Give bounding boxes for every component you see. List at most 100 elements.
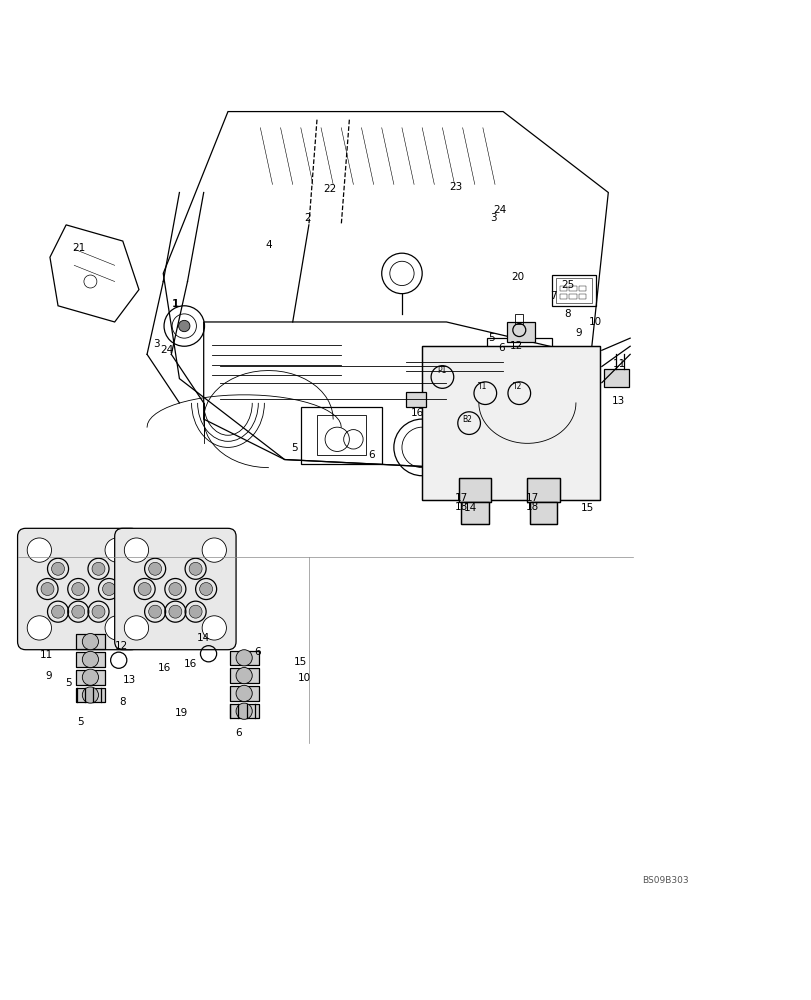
Circle shape	[82, 687, 98, 703]
FancyBboxPatch shape	[18, 528, 139, 650]
Bar	[230, 686, 259, 701]
Circle shape	[189, 562, 202, 575]
Text: 23: 23	[449, 182, 462, 192]
Text: 18: 18	[454, 502, 467, 512]
Bar	[316, 415, 365, 455]
Bar	[559, 294, 566, 299]
Text: 3: 3	[153, 339, 160, 349]
Text: 16: 16	[410, 408, 423, 418]
Text: 14: 14	[197, 633, 210, 643]
Text: 13: 13	[611, 396, 624, 406]
Bar	[75, 670, 105, 685]
Bar	[461, 502, 488, 524]
Bar	[458, 478, 491, 502]
Circle shape	[138, 583, 151, 595]
Bar	[75, 652, 105, 667]
Circle shape	[189, 605, 202, 618]
Text: 17: 17	[454, 493, 467, 503]
Text: 24: 24	[161, 345, 174, 355]
Bar	[422, 346, 599, 500]
Text: 9: 9	[575, 328, 581, 338]
Bar	[230, 668, 259, 683]
Bar	[529, 502, 556, 524]
Bar	[461, 502, 488, 524]
FancyBboxPatch shape	[114, 528, 236, 650]
Bar	[555, 278, 591, 303]
Bar	[300, 407, 381, 464]
Bar	[569, 294, 576, 299]
Circle shape	[105, 538, 129, 562]
Circle shape	[124, 616, 148, 640]
Circle shape	[148, 605, 161, 618]
Bar	[603, 369, 628, 387]
Text: 10: 10	[588, 317, 601, 327]
Text: 15: 15	[294, 657, 307, 667]
Circle shape	[92, 605, 105, 618]
Circle shape	[202, 538, 226, 562]
Circle shape	[71, 583, 84, 595]
Circle shape	[71, 605, 84, 618]
Text: B2: B2	[461, 415, 471, 424]
Bar	[578, 286, 586, 291]
Bar	[75, 652, 105, 667]
Bar	[458, 478, 491, 502]
Circle shape	[202, 616, 226, 640]
Circle shape	[92, 562, 105, 575]
Circle shape	[28, 538, 51, 562]
Circle shape	[82, 634, 98, 650]
Bar	[578, 294, 586, 299]
Bar	[559, 286, 566, 291]
Bar	[526, 478, 559, 502]
Text: 18: 18	[525, 502, 539, 512]
Text: 7: 7	[549, 291, 556, 301]
Text: 21: 21	[72, 243, 86, 253]
Circle shape	[169, 583, 182, 595]
Text: 8: 8	[564, 309, 570, 319]
Bar	[487, 338, 551, 387]
Text: 6: 6	[254, 647, 260, 657]
Text: T1: T1	[478, 382, 487, 391]
Text: 14: 14	[464, 503, 477, 513]
Bar	[230, 704, 259, 718]
Bar	[75, 688, 105, 702]
Bar	[75, 670, 105, 685]
Text: 12: 12	[508, 341, 522, 351]
Text: T2: T2	[513, 382, 521, 391]
Text: 24: 24	[492, 205, 506, 215]
Bar	[515, 314, 523, 324]
Text: 9: 9	[45, 671, 52, 681]
Text: 11: 11	[40, 650, 54, 660]
Circle shape	[51, 605, 64, 618]
Bar	[75, 688, 105, 702]
Text: 6: 6	[498, 343, 504, 353]
Bar	[551, 275, 595, 306]
Text: 19: 19	[174, 708, 187, 718]
Text: 25: 25	[560, 280, 573, 290]
Circle shape	[105, 616, 129, 640]
Text: 10: 10	[297, 673, 311, 683]
Text: 20: 20	[510, 272, 524, 282]
Text: 17: 17	[525, 493, 539, 503]
Circle shape	[200, 583, 212, 595]
Circle shape	[28, 616, 51, 640]
Text: 5: 5	[488, 333, 495, 343]
Bar	[230, 651, 259, 665]
Bar	[75, 634, 105, 649]
Bar	[529, 502, 556, 524]
Text: 5: 5	[290, 443, 298, 453]
Circle shape	[236, 650, 252, 666]
Bar	[230, 704, 259, 718]
Text: 8: 8	[119, 697, 126, 707]
Circle shape	[236, 685, 252, 701]
Circle shape	[102, 583, 115, 595]
Text: 1: 1	[172, 299, 178, 309]
Text: 16: 16	[158, 663, 171, 673]
Circle shape	[236, 668, 252, 684]
Text: 16: 16	[184, 659, 197, 669]
Bar	[422, 346, 599, 500]
Circle shape	[124, 538, 148, 562]
Text: 22: 22	[323, 184, 336, 194]
Text: 6: 6	[367, 450, 374, 460]
Text: 11: 11	[612, 359, 625, 369]
Circle shape	[178, 320, 190, 332]
